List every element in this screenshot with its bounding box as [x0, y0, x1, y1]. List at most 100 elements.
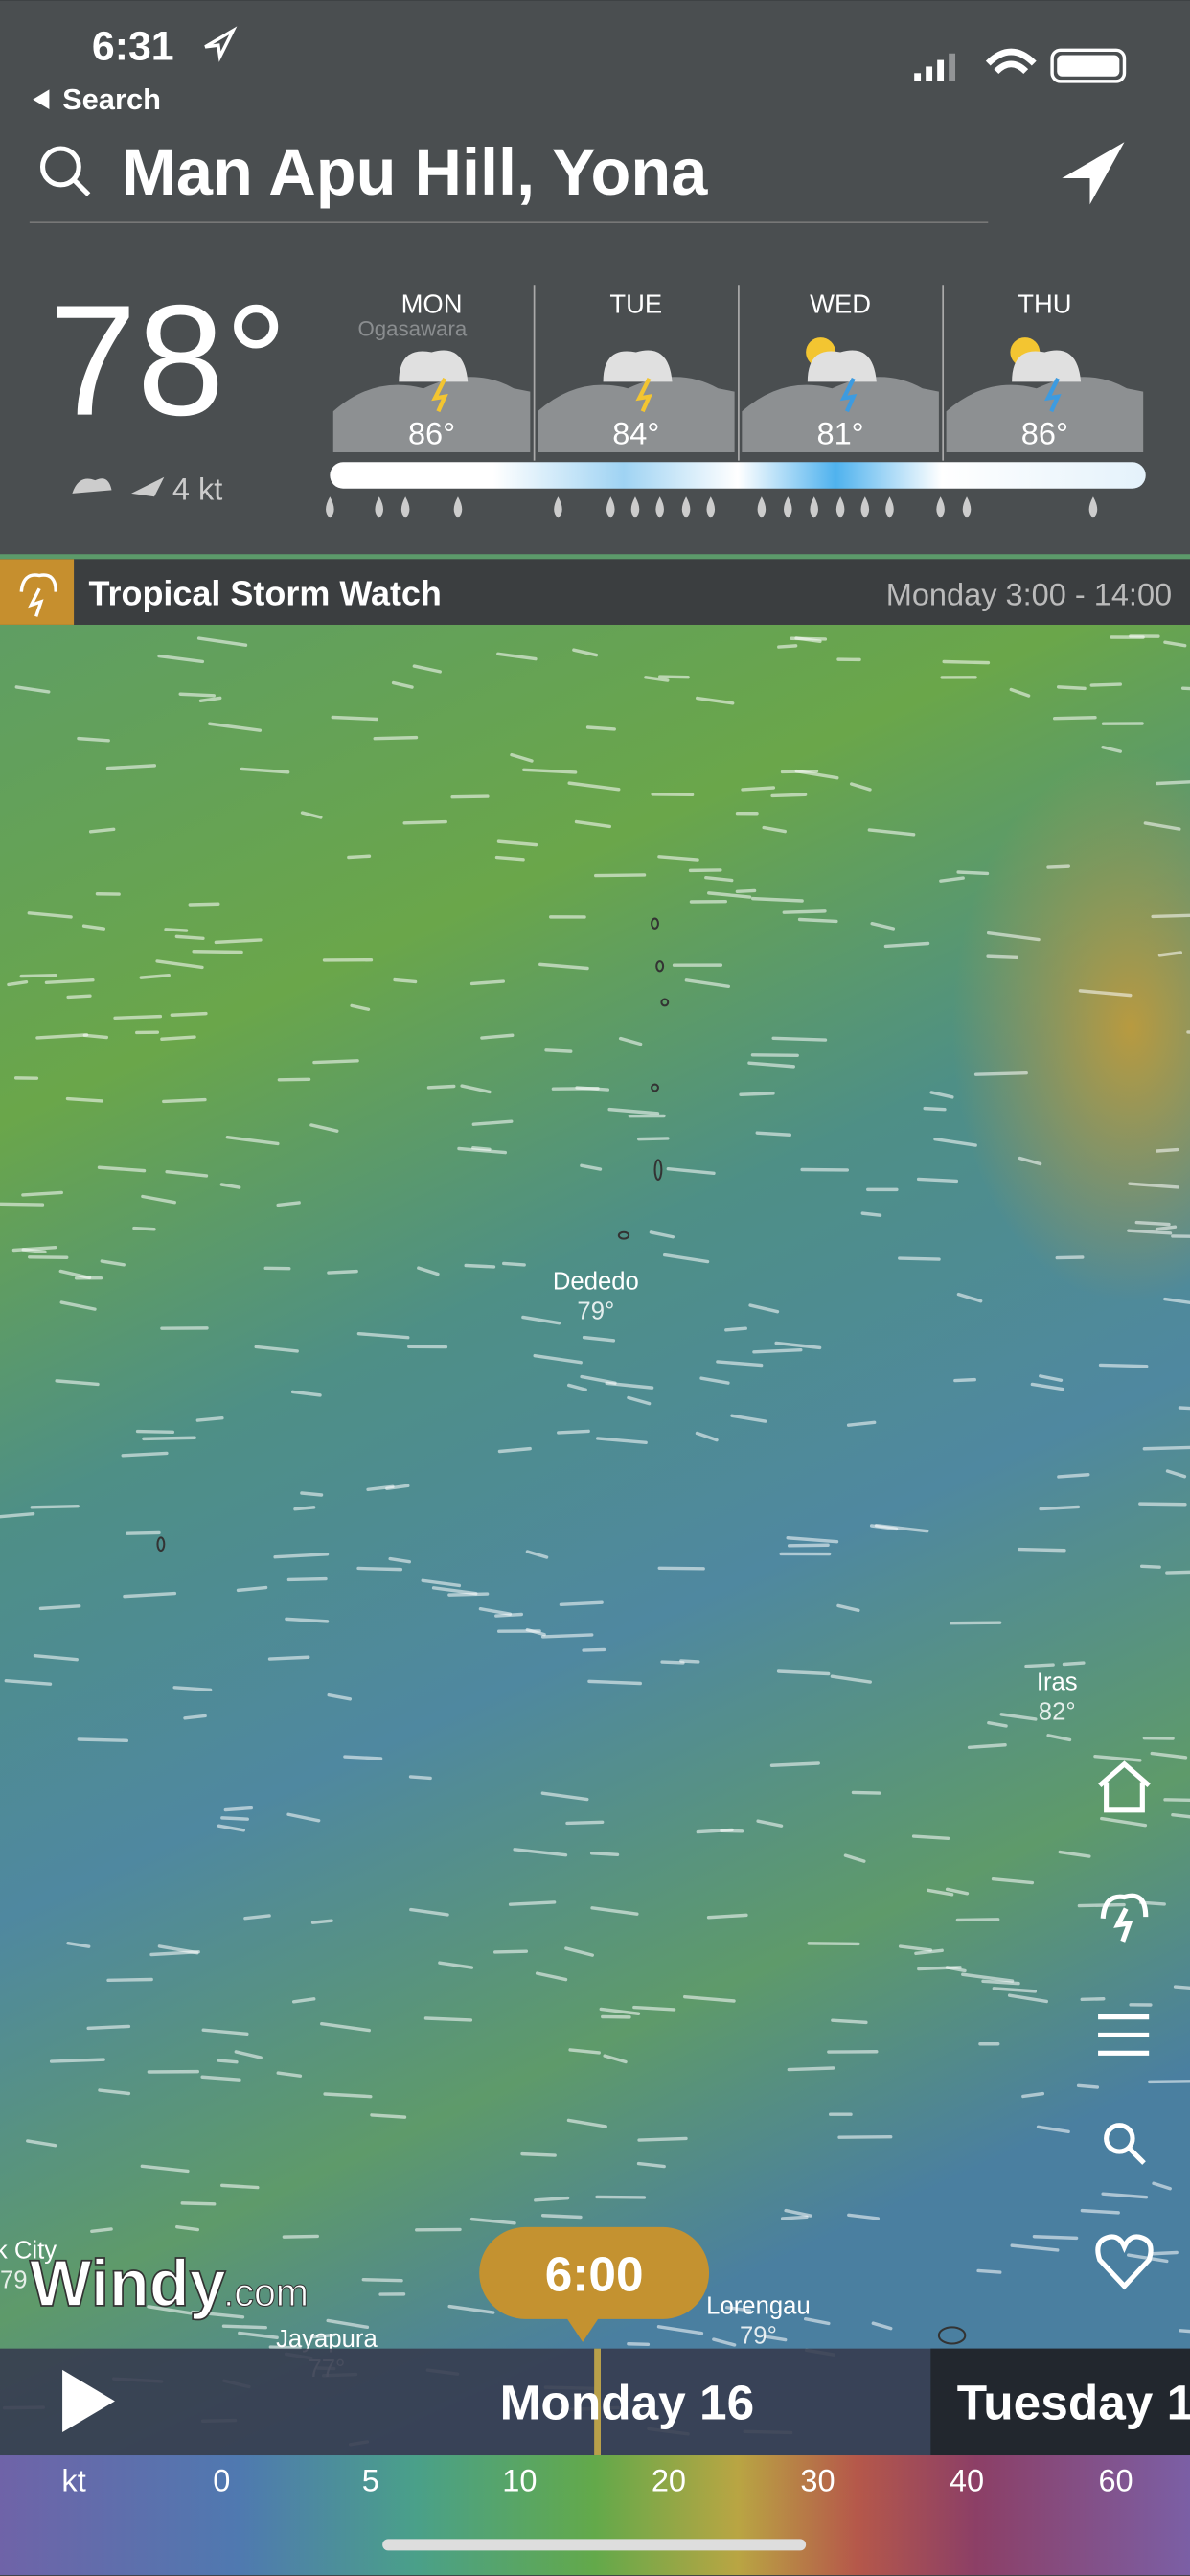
cloud-icon — [1012, 350, 1082, 382]
wind-streak — [540, 1633, 594, 1639]
rain-drop — [606, 496, 615, 518]
storm-button[interactable] — [1100, 1893, 1149, 1943]
place-temp: 79° — [577, 1299, 614, 1325]
cloud-icon — [603, 350, 673, 382]
search-button[interactable] — [1104, 2123, 1135, 2154]
wind-streak — [851, 1790, 881, 1795]
wind-streak — [502, 1261, 526, 1267]
wind-streak — [706, 1913, 748, 1920]
back-link[interactable]: Search — [62, 82, 161, 116]
wind-streak — [447, 2304, 495, 2314]
rain-drop — [810, 496, 818, 518]
wind-streak — [0, 1511, 35, 1519]
alert-bar[interactable] — [0, 559, 1190, 625]
wind-streak — [291, 1997, 316, 2004]
forecast: MON 86° TUE 84° WED 81° THU 86° — [332, 285, 1144, 461]
lightning-icon — [635, 377, 653, 413]
wind-streak — [38, 1604, 81, 1611]
wind-streak — [644, 676, 670, 682]
wind-streak — [618, 1036, 643, 1046]
legend-unit: kt — [61, 2464, 85, 2498]
wind-streak — [160, 1035, 196, 1041]
battery — [1050, 48, 1127, 83]
wind-streak — [312, 1059, 359, 1065]
status-time: 6:31 — [92, 24, 174, 70]
day-name: MON — [401, 288, 463, 318]
wind-streak — [82, 1033, 109, 1040]
wind-streak — [565, 1820, 605, 1826]
wind-streak — [764, 2334, 788, 2342]
wind-streak — [508, 1900, 557, 1906]
wind-streak — [521, 1315, 561, 1325]
search-button-handle — [1127, 2146, 1146, 2165]
wind-streak — [139, 973, 171, 979]
wind-streak — [898, 1944, 932, 1952]
wind-streak — [55, 1379, 100, 1387]
play-button[interactable] — [62, 2369, 115, 2433]
wind-streak — [198, 696, 222, 702]
wind-streak — [992, 1987, 1038, 1993]
wind-streak — [132, 1226, 156, 1231]
wind-streak — [373, 735, 419, 741]
wind-streak — [192, 950, 243, 954]
wind-streak — [787, 1543, 830, 1548]
wind-streak — [976, 2268, 1002, 2274]
back-icon[interactable] — [33, 89, 50, 109]
time-bubble[interactable] — [479, 2226, 710, 2319]
wind-streak — [234, 2050, 263, 2059]
wind-streak — [534, 2196, 570, 2202]
wind-streak — [585, 725, 616, 731]
wind-streak — [942, 659, 991, 665]
side-buttons — [1095, 1760, 1154, 2290]
wind-streak — [44, 978, 95, 985]
wind-streak — [525, 1550, 549, 1559]
wind-streak — [572, 648, 599, 657]
rain-drop — [757, 496, 767, 518]
wind-streak — [183, 1714, 207, 1720]
rain-drop — [1088, 496, 1098, 518]
wind-streak — [240, 767, 290, 774]
wind-streak — [236, 1585, 268, 1593]
wind-streak — [300, 811, 323, 819]
wind-streak — [596, 1437, 648, 1445]
wind-streak — [916, 1177, 959, 1184]
wind-streak — [981, 1979, 1020, 1986]
wind-streak — [627, 1395, 652, 1406]
wind-streak — [219, 1183, 241, 1189]
wind-streak — [973, 1070, 1028, 1076]
wind-streak — [19, 974, 57, 978]
wind-streak — [1039, 1374, 1064, 1382]
wind-streak — [867, 828, 916, 837]
home-button[interactable] — [1098, 1760, 1151, 1813]
menu-button[interactable] — [1098, 2014, 1150, 2056]
wind-streak — [471, 1119, 514, 1126]
location-title[interactable]: Man Apu Hill, Yona — [122, 135, 708, 209]
wind-streak — [1179, 2329, 1190, 2334]
wind-streak — [657, 855, 699, 862]
favorite-button[interactable] — [1095, 2234, 1154, 2290]
wind-streak — [860, 1211, 882, 1217]
wind-streak — [450, 794, 490, 799]
wind-streak — [1089, 682, 1122, 687]
wind-streak — [594, 873, 647, 878]
wind-streak — [1098, 1363, 1149, 1368]
wind-streak — [649, 1230, 675, 1239]
wind-streak — [1009, 687, 1031, 698]
wind-streak — [286, 1576, 328, 1582]
wind-streak — [927, 1888, 954, 1897]
search-icon[interactable] — [39, 146, 81, 188]
wind-streak — [391, 680, 414, 689]
wind-streak — [464, 1263, 496, 1269]
wind-streak — [784, 2208, 812, 2218]
wind-streak — [1030, 1382, 1064, 1392]
wind-streak — [755, 1131, 792, 1137]
day-temp: 84° — [612, 416, 659, 450]
rain-drop — [835, 496, 845, 518]
wind-streak — [632, 2005, 676, 2012]
locate-button[interactable] — [1062, 142, 1125, 205]
wind-streak — [409, 1907, 449, 1917]
wind-streak — [135, 1429, 175, 1435]
wind-streak — [7, 979, 29, 987]
wind-streak — [393, 978, 418, 984]
wind-streak — [126, 1530, 161, 1535]
